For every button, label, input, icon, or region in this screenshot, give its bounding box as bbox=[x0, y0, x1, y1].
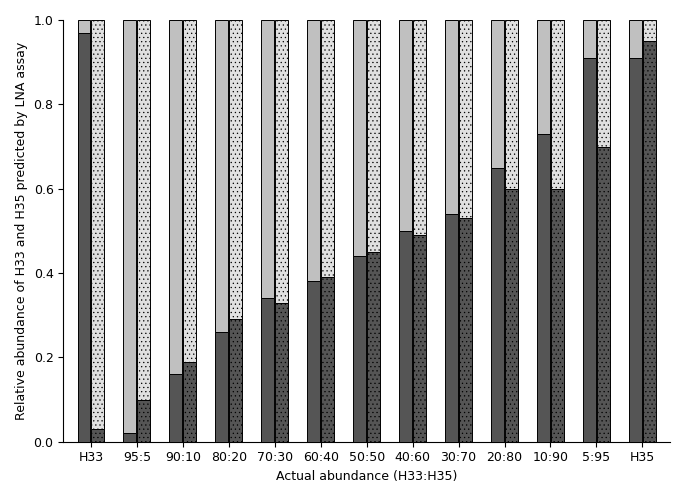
Bar bbox=[399, 231, 412, 442]
Bar bbox=[215, 332, 228, 442]
Bar bbox=[629, 20, 642, 58]
Bar bbox=[445, 20, 458, 214]
Bar bbox=[413, 235, 426, 442]
Bar bbox=[169, 20, 182, 374]
Bar bbox=[597, 146, 610, 442]
Bar bbox=[551, 20, 564, 189]
Bar bbox=[137, 20, 150, 399]
Bar bbox=[491, 168, 504, 442]
Bar bbox=[123, 433, 136, 442]
Bar bbox=[537, 134, 550, 442]
Bar bbox=[643, 20, 656, 41]
Bar bbox=[505, 189, 518, 442]
Bar bbox=[583, 58, 596, 442]
Bar bbox=[137, 399, 150, 442]
Bar bbox=[308, 20, 320, 281]
Bar bbox=[275, 303, 288, 442]
Bar bbox=[229, 319, 242, 442]
Bar bbox=[321, 277, 334, 442]
Bar bbox=[459, 20, 472, 218]
Bar bbox=[643, 41, 656, 442]
Bar bbox=[445, 214, 458, 442]
Bar bbox=[399, 20, 412, 231]
X-axis label: Actual abundance (H33:H35): Actual abundance (H33:H35) bbox=[276, 470, 458, 483]
Bar bbox=[597, 20, 610, 146]
Bar bbox=[262, 298, 274, 442]
Bar bbox=[491, 20, 504, 168]
Bar bbox=[169, 374, 182, 442]
Bar bbox=[537, 20, 550, 134]
Bar bbox=[505, 20, 518, 189]
Y-axis label: Relative abundance of H33 and H35 predicted by LNA assay: Relative abundance of H33 and H35 predic… bbox=[15, 42, 28, 420]
Bar bbox=[551, 189, 564, 442]
Bar bbox=[275, 20, 288, 303]
Bar bbox=[123, 20, 136, 433]
Bar bbox=[229, 20, 242, 319]
Bar bbox=[184, 20, 196, 362]
Bar bbox=[583, 20, 596, 58]
Bar bbox=[308, 281, 320, 442]
Bar bbox=[367, 20, 380, 252]
Bar bbox=[262, 20, 274, 298]
Bar bbox=[413, 20, 426, 235]
Bar bbox=[77, 20, 90, 33]
Bar bbox=[353, 256, 366, 442]
Bar bbox=[629, 58, 642, 442]
Bar bbox=[77, 33, 90, 442]
Bar bbox=[367, 252, 380, 442]
Bar bbox=[459, 218, 472, 442]
Bar bbox=[184, 362, 196, 442]
Bar bbox=[215, 20, 228, 332]
Bar bbox=[91, 429, 104, 442]
Bar bbox=[321, 20, 334, 277]
Bar bbox=[353, 20, 366, 256]
Bar bbox=[91, 20, 104, 429]
